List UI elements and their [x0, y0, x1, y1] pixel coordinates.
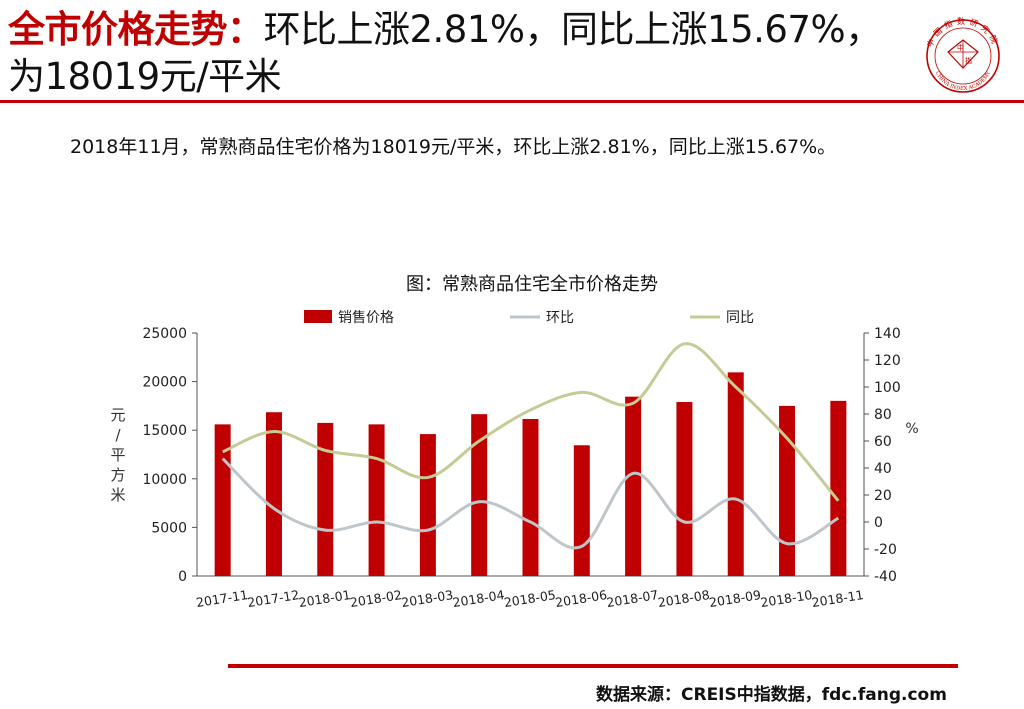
x-tick-label: 2018-06: [554, 587, 608, 610]
y-left-axis-label-char: 平: [110, 446, 125, 464]
y-right-tick-label: -20: [874, 542, 897, 558]
svg-text:CHINA INDEX ACADEMY: CHINA INDEX ACADEMY: [934, 70, 993, 92]
bar-2018-05: [522, 419, 539, 576]
x-tick-label: 2018-08: [657, 587, 711, 610]
y-left-axis-label-char: 方: [110, 466, 125, 484]
y-right-tick-label: 60: [874, 434, 892, 450]
bar-2018-03: [419, 434, 436, 576]
legend-label-yoy: 同比: [726, 310, 754, 326]
y-left-axis-label-char: /: [115, 426, 121, 444]
legend-label-mom: 环比: [546, 310, 574, 326]
x-tick-label: 2018-05: [503, 587, 557, 610]
bar-2017-11: [214, 424, 231, 576]
y-right-tick-label: 80: [874, 407, 892, 423]
bar-2018-06: [573, 445, 590, 576]
y-left-tick-label: 5000: [151, 520, 187, 536]
y-left-axis-label-char: 米: [110, 486, 125, 504]
chart-title: 图：常熟商品住宅全市价格走势: [406, 274, 658, 295]
series-line-mom: [221, 457, 840, 550]
y-right-tick-label: 100: [874, 380, 901, 396]
x-tick-label: 2017-11: [195, 587, 249, 610]
bar-2018-01: [317, 422, 334, 576]
x-tick-label: 2018-04: [452, 587, 506, 610]
x-tick-label: 2018-10: [759, 587, 813, 610]
y-right-axis-label: %: [905, 421, 918, 437]
data-source: 数据来源：CREIS中指数据，fdc.fang.com: [596, 685, 947, 705]
title-highlight: 全市价格走势：: [8, 8, 264, 51]
y-left-tick-label: 25000: [142, 326, 187, 342]
x-tick-label: 2018-07: [605, 587, 659, 610]
x-tick-label: 2018-03: [400, 587, 454, 610]
header-divider: [0, 100, 1024, 103]
logo-center-a: 中: [957, 43, 964, 52]
china-index-academy-logo: 中 指 中国指数研究院 CHINA INDEX ACADEMY: [924, 16, 1000, 93]
x-tick-label: 2018-11: [811, 587, 865, 610]
y-right-tick-label: 140: [874, 326, 901, 342]
y-right-tick-label: -40: [874, 569, 897, 585]
footer-divider: [228, 664, 958, 668]
y-left-tick-label: 20000: [142, 375, 187, 391]
bar-2018-07: [625, 396, 642, 576]
bar-2018-11: [830, 400, 847, 576]
x-tick-label: 2017-12: [246, 587, 300, 610]
y-left-tick-label: 10000: [142, 472, 187, 488]
logo-bottom-text: CHINA INDEX ACADEMY: [934, 70, 993, 92]
bar-2018-02: [368, 424, 385, 576]
y-left-tick-label: 0: [178, 569, 187, 585]
bar-2018-09: [727, 372, 744, 576]
summary-text: 2018年11月，常熟商品住宅价格为18019元/平米，环比上涨2.81%，同比…: [70, 136, 837, 158]
bar-2018-10: [779, 405, 796, 576]
x-tick-label: 2018-09: [708, 587, 762, 610]
bar-2018-08: [676, 402, 693, 576]
price-trend-chart: 0 5000 10000 15000 20000 25000 -40 -20 0 20 40 60 80…: [110, 310, 919, 610]
page-title: 全市价格走势：环比上涨2.81%，同比上涨15.67%，为18019元/平米: [8, 6, 888, 100]
y-right-tick-label: 120: [874, 353, 901, 369]
y-right-tick-label: 40: [874, 461, 892, 477]
y-right-tick-label: 0: [874, 515, 883, 531]
bar-2018-04: [471, 414, 488, 576]
y-left-tick-label: 15000: [142, 423, 187, 439]
title-rest: 环比上涨2.81%，同比上涨15.67%，为18019元/平米: [8, 8, 882, 98]
y-left-axis-label-char: 元: [110, 406, 125, 424]
y-right-tick-label: 20: [874, 488, 892, 504]
logo-center-b: 指: [965, 56, 972, 65]
legend-label-price: 销售价格: [338, 310, 394, 326]
legend-swatch-price: [304, 310, 332, 323]
bar-2017-12: [265, 412, 282, 576]
x-tick-label: 2018-01: [298, 587, 352, 610]
series-line-yoy: [222, 342, 840, 502]
x-tick-label: 2018-02: [349, 587, 403, 610]
